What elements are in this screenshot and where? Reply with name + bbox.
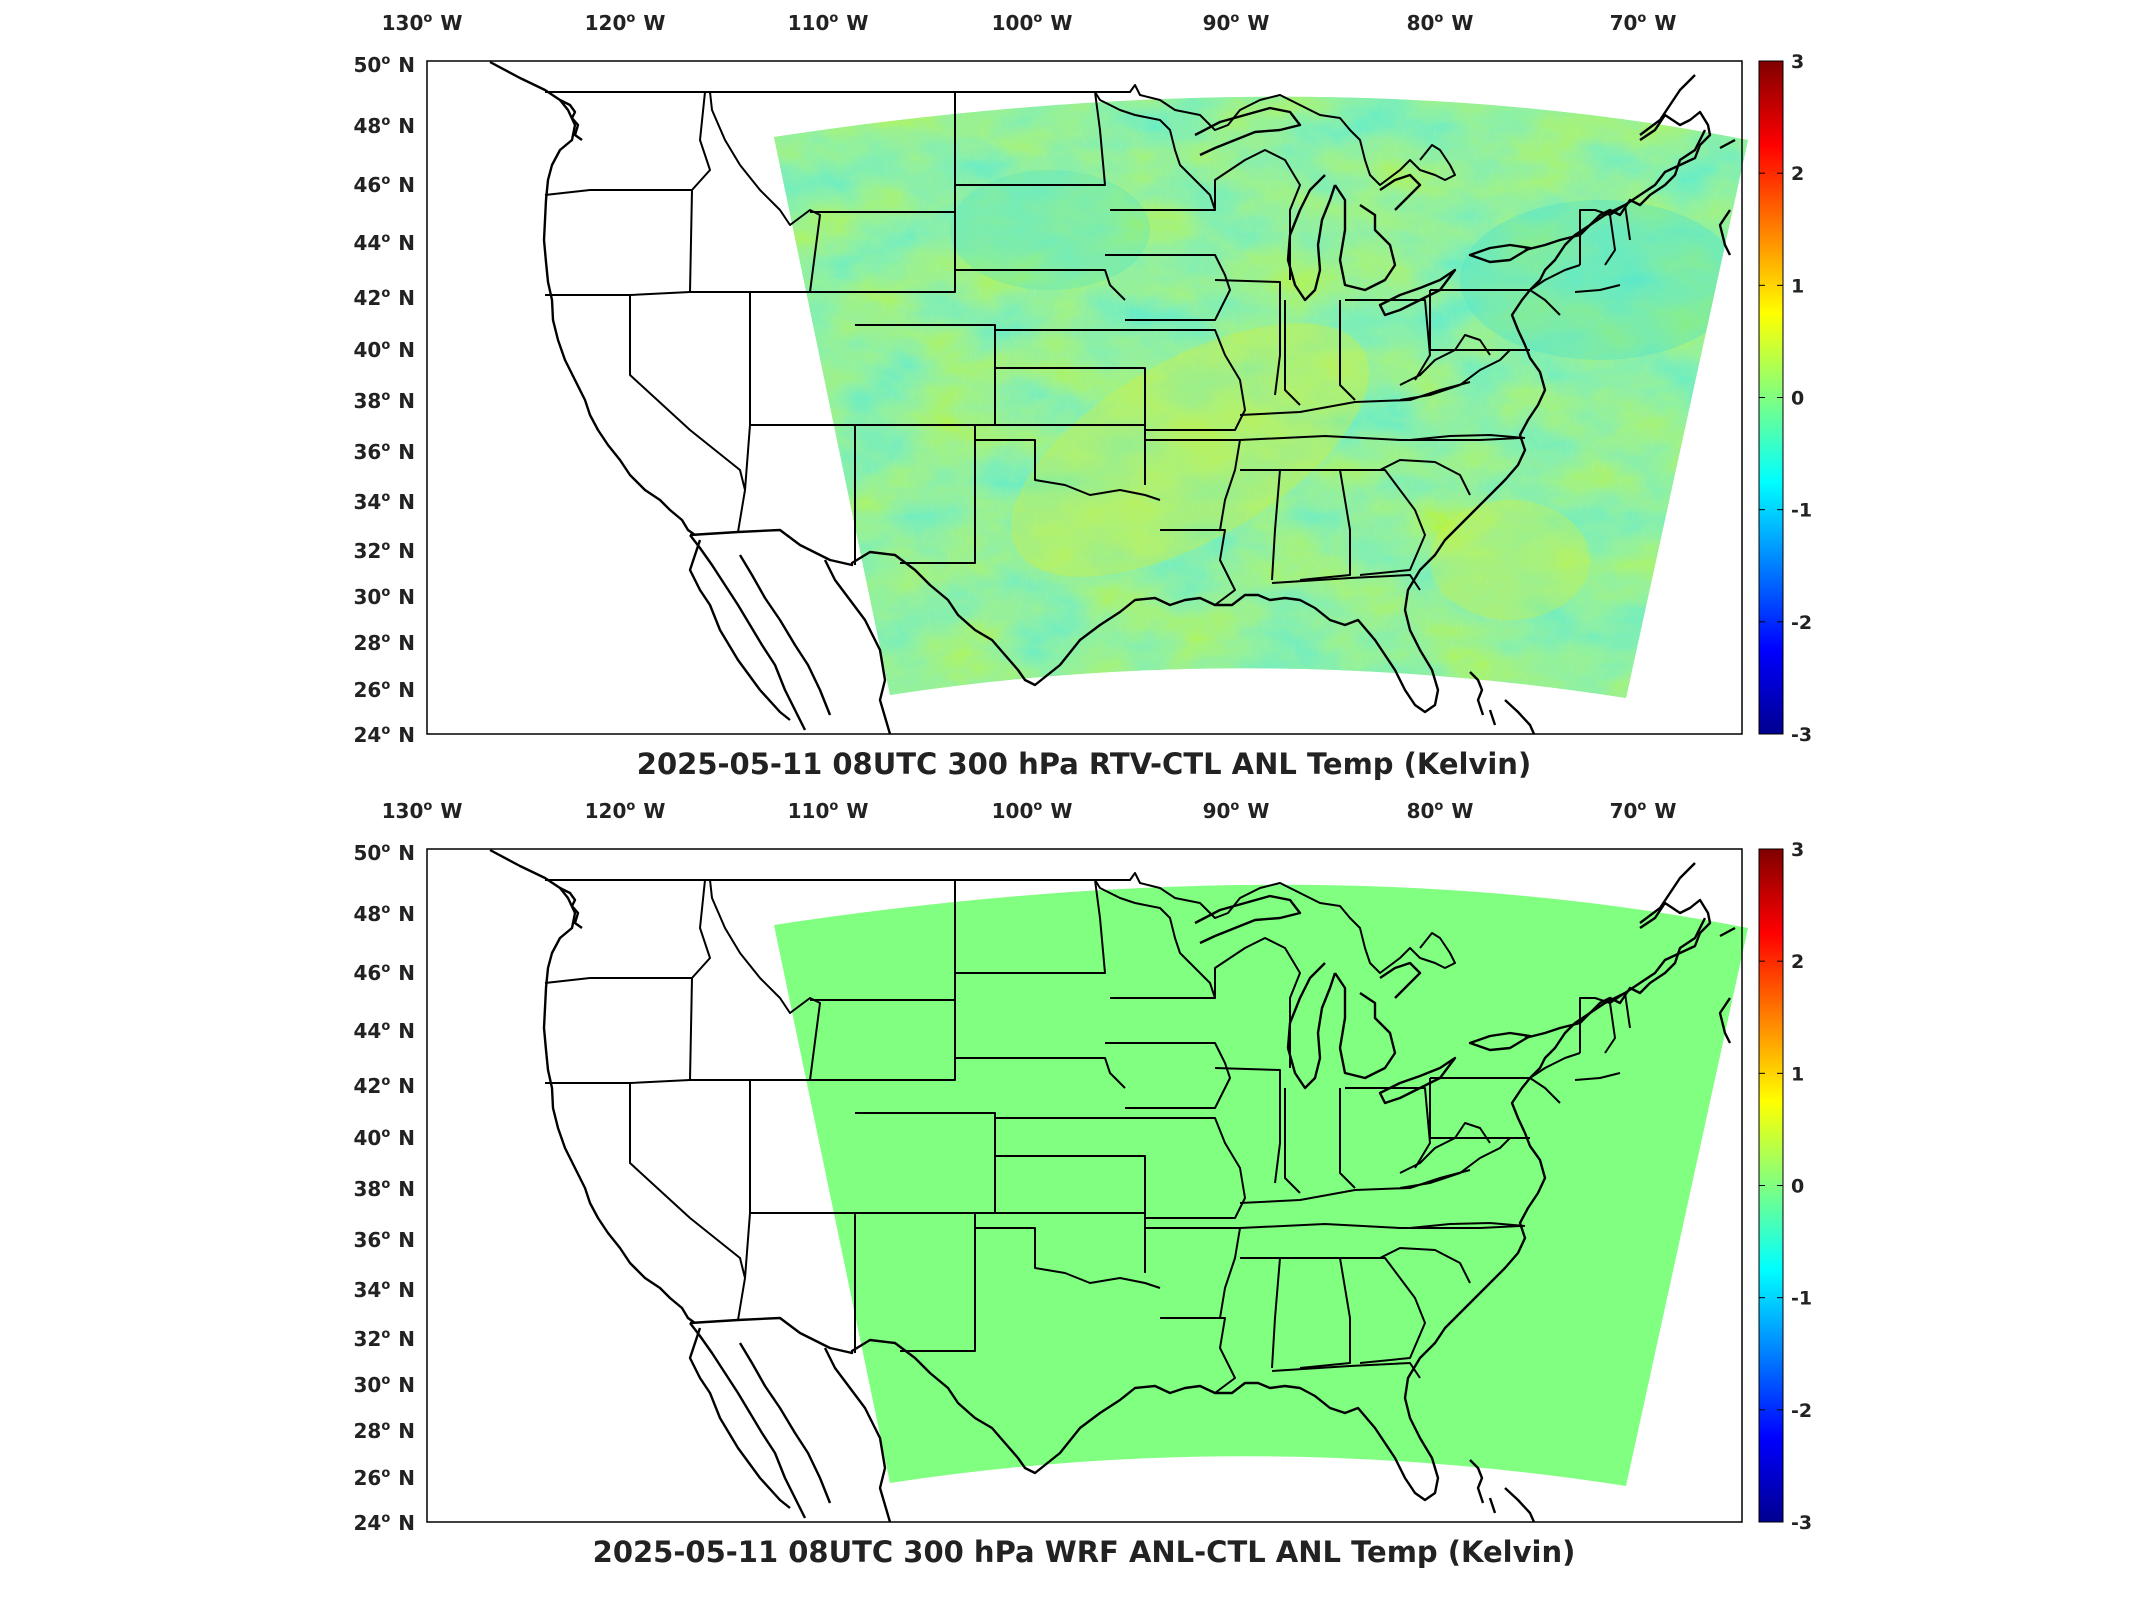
latitude-tick-label: 30o N xyxy=(353,1373,415,1397)
longitude-tick-label: 80o W xyxy=(1407,799,1474,823)
colorbar-tick-label: -1 xyxy=(1791,500,1812,522)
longitude-tick-labels: 130o W 120o W 110o W 100o W 90o W 80o W 70o W xyxy=(382,799,1677,823)
longitude-tick-label: 110o W xyxy=(788,11,869,35)
latitude-tick-label: 42o N xyxy=(353,286,415,310)
latitude-tick-label: 44o N xyxy=(353,1019,415,1043)
longitude-tick-label: 80o W xyxy=(1407,11,1474,35)
warm-anomaly xyxy=(1011,323,1369,577)
latitude-tick-label: 32o N xyxy=(353,1327,415,1351)
colorbar-tick-label: -2 xyxy=(1791,612,1812,634)
colorbar-tick-label: -2 xyxy=(1791,1400,1812,1422)
temperature-difference-field xyxy=(774,96,1748,699)
cool-anomaly xyxy=(1460,200,1740,360)
latitude-tick-label: 40o N xyxy=(353,1126,415,1150)
latitude-tick-label: 34o N xyxy=(353,1278,415,1302)
latitude-tick-labels: 50o N 48o N 46o N 44o N 42o N 40o N 38o N 36o N 34o N 32o N… xyxy=(353,53,415,747)
longitude-tick-label: 130o W xyxy=(382,11,463,35)
colorbar: 3 2 1 0 -1 -2 -3 xyxy=(1758,839,1812,1534)
field-fine-noise xyxy=(774,96,1748,699)
colorbar-tick-label: 1 xyxy=(1791,275,1804,297)
latitude-tick-label: 24o N xyxy=(353,723,415,747)
panel-title: 2025-05-11 08UTC 300 hPa WRF ANL-CTL ANL… xyxy=(593,1535,1576,1569)
colorbar-tick-label: -1 xyxy=(1791,1288,1812,1310)
colorbar-tick-label: 0 xyxy=(1791,388,1804,410)
longitude-tick-label: 120o W xyxy=(585,11,666,35)
latitude-tick-label: 28o N xyxy=(353,631,415,655)
warm-anomaly xyxy=(1430,500,1590,620)
longitude-tick-labels: 130o W 120o W 110o W 100o W 90o W 80o W 70o W xyxy=(382,11,1677,35)
colorbar-tick-label: 3 xyxy=(1791,839,1804,861)
latitude-tick-labels: 50o N 48o N 46o N 44o N 42o N 40o N 38o N 36o N 34o N 32o N… xyxy=(353,841,415,1535)
field-uniform xyxy=(774,884,1748,1486)
latitude-tick-label: 26o N xyxy=(353,1466,415,1490)
longitude-tick-label: 130o W xyxy=(382,799,463,823)
latitude-tick-label: 36o N xyxy=(353,440,415,464)
latitude-tick-label: 30o N xyxy=(353,585,415,609)
longitude-tick-label: 70o W xyxy=(1610,799,1677,823)
colorbar-tick-label: 1 xyxy=(1791,1063,1804,1085)
longitude-tick-label: 90o W xyxy=(1203,11,1270,35)
longitude-tick-label: 120o W xyxy=(585,799,666,823)
colorbar-ticks: 3 2 1 0 -1 -2 -3 xyxy=(1759,51,1812,746)
latitude-tick-label: 42o N xyxy=(353,1074,415,1098)
latitude-tick-label: 34o N xyxy=(353,490,415,514)
latitude-tick-label: 38o N xyxy=(353,389,415,413)
latitude-tick-label: 48o N xyxy=(353,114,415,138)
latitude-tick-label: 40o N xyxy=(353,338,415,362)
colorbar-ticks: 3 2 1 0 -1 -2 -3 xyxy=(1759,839,1812,1534)
latitude-tick-label: 50o N xyxy=(353,841,415,865)
colorbar-tick-label: -3 xyxy=(1791,1512,1812,1534)
latitude-tick-label: 46o N xyxy=(353,173,415,197)
cool-anomaly xyxy=(950,170,1150,290)
map-frame xyxy=(426,60,1743,735)
temperature-difference-field xyxy=(774,884,1748,1486)
map-panel-top: 3 2 1 0 -1 -2 -3 130o W 120o W 110o W 100o W 90o W 80o W 7… xyxy=(353,11,1812,781)
latitude-tick-label: 32o N xyxy=(353,539,415,563)
longitude-tick-label: 70o W xyxy=(1610,11,1677,35)
colorbar-tick-label: 2 xyxy=(1791,163,1804,185)
map-panel-bottom: 3 2 1 0 -1 -2 -3 130o W 120o W 110o W 100o W 90o W 80o W 7… xyxy=(353,799,1812,1569)
colorbar-tick-label: -3 xyxy=(1791,724,1812,746)
longitude-tick-label: 110o W xyxy=(788,799,869,823)
map-frame xyxy=(426,848,1743,1523)
colorbar-tick-label: 3 xyxy=(1791,51,1804,73)
latitude-tick-label: 28o N xyxy=(353,1419,415,1443)
longitude-tick-label: 100o W xyxy=(992,799,1073,823)
latitude-tick-label: 26o N xyxy=(353,678,415,702)
latitude-tick-label: 44o N xyxy=(353,231,415,255)
longitude-tick-label: 100o W xyxy=(992,11,1073,35)
latitude-tick-label: 38o N xyxy=(353,1177,415,1201)
latitude-tick-label: 36o N xyxy=(353,1228,415,1252)
longitude-tick-label: 90o W xyxy=(1203,799,1270,823)
colorbar-tick-label: 0 xyxy=(1791,1176,1804,1198)
colorbar: 3 2 1 0 -1 -2 -3 xyxy=(1758,51,1812,746)
latitude-tick-label: 46o N xyxy=(353,961,415,985)
panel-title: 2025-05-11 08UTC 300 hPa RTV-CTL ANL Tem… xyxy=(637,747,1531,781)
latitude-tick-label: 48o N xyxy=(353,902,415,926)
latitude-tick-label: 24o N xyxy=(353,1511,415,1535)
colorbar-tick-label: 2 xyxy=(1791,951,1804,973)
latitude-tick-label: 50o N xyxy=(353,53,415,77)
